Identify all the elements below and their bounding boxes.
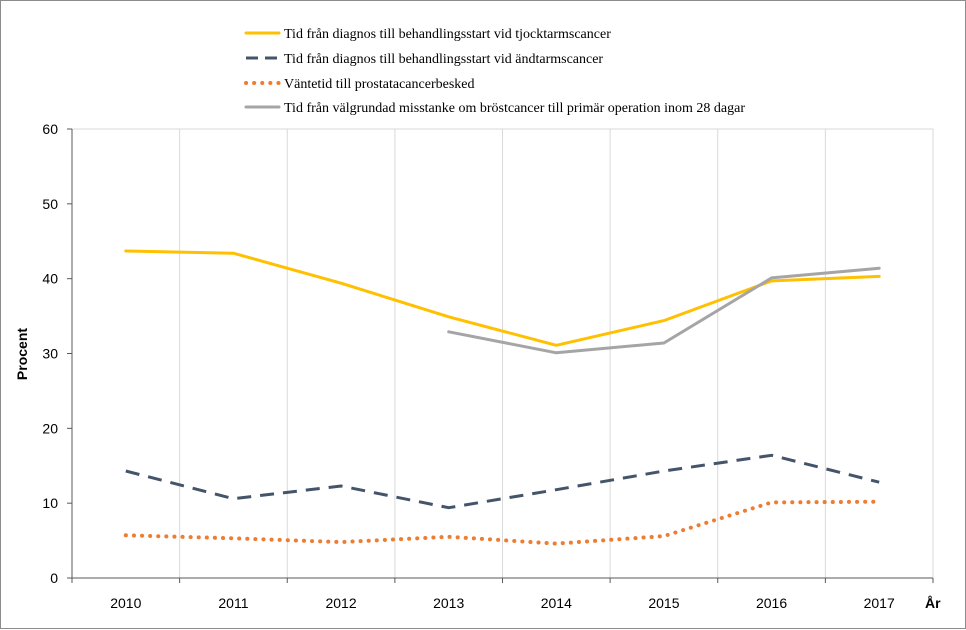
x-tick-label: 2016 [756,595,787,611]
y-axis-title: Procent [14,328,30,380]
y-tick-label: 0 [50,570,58,586]
x-tick-label: 2013 [433,595,464,611]
legend-label-2: Tid från diagnos till behandlingsstart v… [284,52,603,67]
x-tick-label: 2015 [648,595,679,611]
x-tick-label: 2011 [218,595,248,611]
x-tick-label: 2012 [325,595,356,611]
legend-label-1: Tid från diagnos till behandlingsstart v… [284,27,611,42]
x-tick-label: 2010 [110,595,141,611]
legend: Tid från diagnos till behandlingsstart v… [246,27,745,116]
y-tick-label: 20 [42,420,58,436]
y-tick-label: 10 [42,495,58,511]
legend-label-4: Tid från välgrundad misstanke om bröstca… [284,101,745,116]
legend-label-3: Väntetid till prostatacancerbesked [284,77,474,92]
y-tick-label: 50 [42,196,58,212]
y-tick-label: 40 [42,271,58,287]
series-line-4 [449,268,880,353]
plot-area: 0 10 20 30 40 50 60 2010 2011 2012 2013 2014 2015 201… [42,121,933,611]
x-tick-label: 2017 [864,595,895,611]
y-tick-label: 30 [42,346,58,362]
y-tick-label: 60 [42,121,58,137]
x-axis-title: År [925,595,941,611]
x-tick-label: 2014 [541,595,572,611]
